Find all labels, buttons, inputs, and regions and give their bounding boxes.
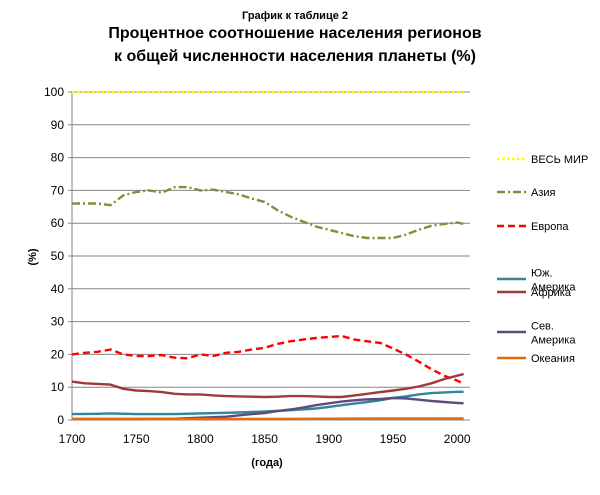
y-tick-label: 70 — [51, 183, 65, 197]
chart-title-line-2: к общей численности населения планеты (%… — [114, 48, 476, 65]
series-line-5 — [71, 372, 464, 399]
y-tick-label: 80 — [51, 151, 65, 165]
y-tick-label: 10 — [51, 380, 65, 394]
y-tick-label: 90 — [51, 118, 65, 132]
chart-title-line-1: Процентное соотношение населения регионо… — [108, 25, 481, 42]
legend-label: Сев. Америка — [531, 321, 576, 347]
x-axis-label: (года) — [251, 457, 283, 469]
series-line-6 — [72, 396, 464, 421]
y-tick-label: 0 — [57, 413, 64, 427]
x-tick-label: 1850 — [251, 432, 278, 446]
y-axis-label: (%) — [27, 248, 39, 265]
x-tick-label: 1750 — [123, 432, 150, 446]
legend-label: Океания — [531, 353, 575, 365]
series-line-2 — [72, 185, 464, 240]
series-line-4 — [71, 390, 464, 416]
y-tick-label: 100 — [44, 85, 64, 99]
grid-lines — [72, 91, 470, 388]
legend-label: Азия — [531, 187, 556, 199]
series-lines — [71, 90, 465, 421]
x-tick-label: 2000 — [444, 432, 471, 446]
chart-suptitle: График к таблице 2 — [242, 10, 348, 22]
x-tick-labels: 1700 1750 1800 1850 1900 1950 2000 — [59, 432, 471, 446]
series-line-3 — [71, 334, 465, 385]
x-tick-label: 1800 — [187, 432, 214, 446]
x-tick-label: 1950 — [380, 432, 407, 446]
legend-label: Европа — [531, 221, 569, 233]
y-tick-label: 50 — [51, 249, 65, 263]
legend-label: Юж. Америка — [531, 268, 576, 294]
legend-label: ВЕСЬ МИР — [531, 154, 588, 166]
series-line-7 — [72, 417, 464, 421]
y-tick-label: 30 — [51, 315, 65, 329]
x-tick-label: 1700 — [59, 432, 86, 446]
y-tick-label: 40 — [51, 282, 65, 296]
x-tick-label: 1900 — [315, 432, 342, 446]
y-tick-label: 20 — [51, 347, 65, 361]
y-tick-labels: 0 10 20 30 40 50 60 70 80 90 100 — [44, 85, 64, 427]
legend-label: Африка — [531, 287, 572, 299]
y-tick-label: 60 — [51, 216, 65, 230]
